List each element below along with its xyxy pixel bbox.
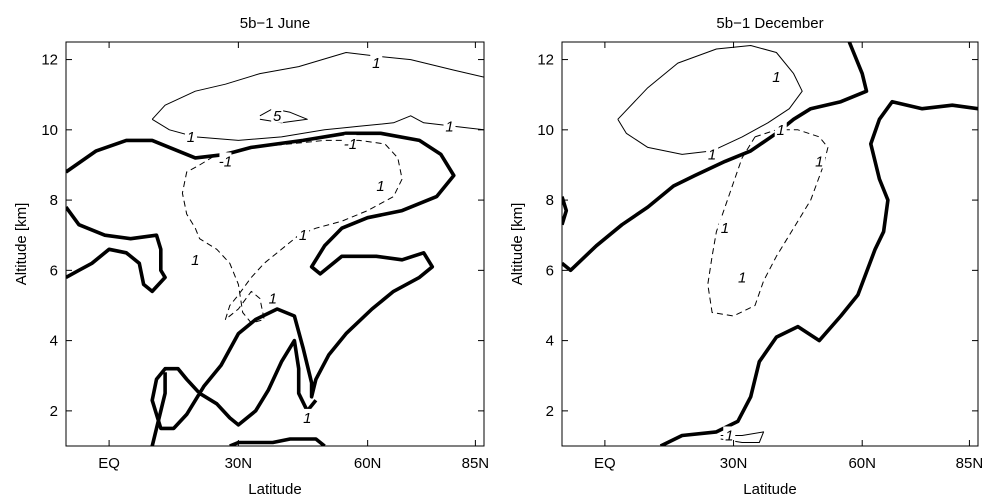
contour-label: 1 xyxy=(777,122,785,139)
plot-frame xyxy=(561,41,979,447)
contour-label: 1 xyxy=(721,220,729,237)
y-tick-label: 10 xyxy=(537,122,554,139)
contour-line-negative xyxy=(707,129,829,317)
contour-label: 1 xyxy=(725,427,733,444)
y-axis-label: Altitude [km] xyxy=(509,203,526,286)
contour-line-positive xyxy=(617,45,803,155)
contour-label-bg xyxy=(184,127,197,144)
contour-label: -1 xyxy=(344,136,357,153)
contour-label-bg xyxy=(344,134,357,151)
contour-label-bg xyxy=(297,226,310,243)
y-tick-label: 8 xyxy=(50,192,58,209)
contour-line-zero xyxy=(229,437,326,446)
y-tick-label: 10 xyxy=(41,122,58,139)
contour-label: 1 xyxy=(372,55,380,72)
contour-label: 1 xyxy=(269,290,277,307)
contour-label-bg xyxy=(266,289,279,306)
contour-label-bg xyxy=(813,152,826,169)
x-axis-label: Latitude xyxy=(743,481,796,496)
contour-label: 1 xyxy=(815,153,823,170)
y-tick-label: 12 xyxy=(537,52,554,69)
contour-label: 1 xyxy=(376,178,384,195)
contour-line-positive xyxy=(720,431,765,443)
chart-title: 5b−1 December xyxy=(716,15,823,32)
june-panel: 1 1 5 1 -1 -1 1 1 1 1 1 EQ 30N 60N 85N 2 4 6 8 10 12 5b−1 Jun… xyxy=(13,15,489,496)
y-tick-label: 6 xyxy=(546,262,554,279)
contour-line-zero xyxy=(66,131,456,431)
contour-label: 1 xyxy=(191,252,199,269)
x-tick-label: 85N xyxy=(462,455,490,472)
contour-label: 1 xyxy=(303,410,311,427)
contour-label: 1 xyxy=(187,129,195,146)
contour-line-zero xyxy=(562,196,569,226)
contour-label-bg xyxy=(723,426,736,443)
contour-line-negative xyxy=(181,139,403,324)
contour-line-positive xyxy=(259,108,308,124)
contour-label: 1 xyxy=(445,118,453,135)
contour-line-zero xyxy=(150,372,167,446)
contour-label-bg xyxy=(774,120,787,137)
december-panel: 1 1 1 1 1 1 1 EQ 30N 60N 85N 2 4 6 8 10 12 5b−1 December L… xyxy=(509,15,983,496)
contour-label: 1 xyxy=(738,269,746,286)
x-tick-label: 30N xyxy=(720,455,748,472)
y-tick-label: 2 xyxy=(50,403,58,420)
x-tick-label: EQ xyxy=(98,455,120,472)
chart-title: 5b−1 June xyxy=(240,15,310,32)
plot-frame xyxy=(65,41,485,447)
y-tick-label: 2 xyxy=(546,403,554,420)
contour-label-bg xyxy=(770,68,783,85)
x-axis-label: Latitude xyxy=(248,481,301,496)
contour-line-zero xyxy=(562,42,869,273)
contour-label-bg xyxy=(370,54,383,71)
contour-label-bg xyxy=(443,117,456,134)
contour-line-positive xyxy=(151,52,484,120)
contour-group xyxy=(562,42,978,446)
contour-label-bg xyxy=(271,106,284,123)
x-tick-label: EQ xyxy=(594,455,616,472)
y-tick-label: 6 xyxy=(50,262,58,279)
y-tick-label: 12 xyxy=(41,52,58,69)
contour-line-zero xyxy=(66,206,167,294)
x-tick-label: 30N xyxy=(225,455,253,472)
y-tick-label: 8 xyxy=(546,192,554,209)
contour-label-bg xyxy=(189,250,202,267)
x-tick-label: 85N xyxy=(956,455,984,472)
contour-label-bg xyxy=(374,177,387,194)
contour-label: 1 xyxy=(299,227,307,244)
contour-label: -1 xyxy=(219,153,232,170)
contour-line-zero xyxy=(659,99,978,446)
x-tick-label: 60N xyxy=(848,455,876,472)
contour-label-bg xyxy=(219,152,232,169)
contour-label-bg xyxy=(718,219,731,236)
contour-label-bg xyxy=(736,268,749,285)
contour-label: 5 xyxy=(273,108,282,125)
y-tick-label: 4 xyxy=(50,333,58,350)
contour-label: 1 xyxy=(772,69,780,86)
contour-label-bg xyxy=(301,408,314,425)
contour-label-bg xyxy=(706,145,719,162)
y-tick-label: 4 xyxy=(546,333,554,350)
x-tick-label: 60N xyxy=(354,455,382,472)
y-axis-label: Altitude [km] xyxy=(13,203,30,286)
contour-label: 1 xyxy=(708,146,716,163)
